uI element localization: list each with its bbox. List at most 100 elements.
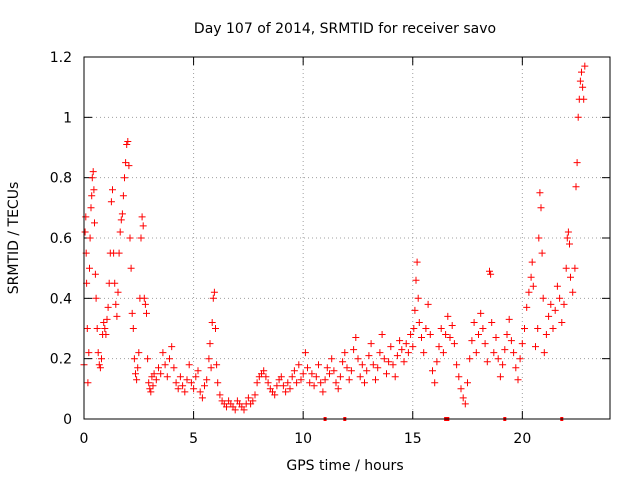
data-point: [312, 373, 320, 381]
data-point: [486, 267, 493, 275]
data-point: [352, 334, 360, 341]
data-point: [369, 361, 377, 369]
data-point: [205, 355, 213, 363]
data-point: [146, 385, 154, 393]
data-point: [426, 331, 434, 338]
data-point: [551, 306, 559, 314]
data-point: [166, 355, 173, 363]
data-point: [83, 325, 91, 332]
data-point: [523, 303, 531, 311]
data-point: [122, 159, 130, 167]
data-point: [301, 349, 309, 357]
data-point: [378, 331, 386, 338]
x-tick-label: 15: [404, 431, 422, 447]
data-point: [101, 325, 109, 332]
data-point: [574, 113, 582, 121]
data-point: [433, 358, 441, 366]
data-point: [147, 388, 155, 396]
data-point: [389, 361, 397, 369]
data-point: [240, 406, 248, 414]
data-point: [457, 385, 465, 393]
data-point: [479, 325, 487, 332]
data-point: [88, 174, 96, 182]
data-point: [282, 388, 290, 396]
data-point: [174, 385, 182, 393]
data-point: [323, 364, 331, 372]
data-point: [144, 355, 152, 363]
data-point: [437, 325, 445, 332]
data-point: [396, 337, 404, 345]
data-point: [363, 367, 371, 375]
data-point: [532, 343, 539, 351]
data-point: [161, 361, 169, 369]
data-point: [472, 349, 480, 357]
data-point: [262, 373, 270, 381]
data-point: [141, 300, 149, 308]
data-point: [510, 349, 518, 357]
data-point: [82, 213, 90, 221]
data-point: [111, 279, 119, 287]
data-point: [468, 337, 476, 345]
data-point: [264, 379, 272, 387]
data-point: [138, 213, 146, 221]
x-tick-label: 20: [513, 431, 531, 447]
data-point: [387, 343, 395, 351]
x-tick-label: 10: [294, 431, 312, 447]
data-point: [404, 349, 412, 357]
data-point: [185, 361, 193, 369]
data-point: [183, 376, 191, 384]
data-point: [385, 358, 393, 366]
y-tick-label: 1: [63, 110, 72, 126]
data-point: [365, 352, 373, 360]
data-point: [339, 358, 347, 366]
data-point: [123, 141, 131, 148]
data-point: [415, 319, 423, 326]
x-tick-label: 0: [80, 431, 89, 447]
data-point: [455, 373, 463, 381]
data-point: [442, 331, 450, 338]
data-point: [89, 168, 97, 176]
data-point: [536, 189, 544, 197]
data-point: [580, 95, 588, 103]
data-point: [319, 388, 327, 396]
data-point: [529, 282, 537, 290]
data-point: [470, 319, 478, 326]
data-point: [535, 234, 543, 242]
data-point: [203, 376, 211, 384]
data-point: [334, 385, 342, 393]
data-point: [117, 216, 125, 224]
data-point: [132, 370, 139, 378]
data-point: [139, 222, 147, 230]
data-point: [129, 325, 137, 332]
data-point: [501, 346, 509, 354]
data-point: [525, 288, 533, 296]
data-point: [279, 382, 287, 390]
data-point: [572, 183, 580, 191]
data-point: [420, 349, 428, 357]
data-point: [424, 300, 432, 308]
data-point: [273, 382, 281, 390]
data-point: [573, 159, 581, 167]
data-point: [380, 355, 388, 363]
data-point: [372, 376, 379, 384]
data-point: [284, 379, 292, 387]
data-point: [118, 210, 126, 218]
y-tick-label: 0.4: [50, 291, 72, 307]
data-point: [446, 334, 454, 341]
data-point: [383, 370, 390, 378]
data-point: [290, 367, 298, 375]
data-point: [95, 361, 103, 369]
data-point: [538, 249, 546, 257]
data-point: [271, 391, 279, 399]
y-tick-label: 1.2: [50, 50, 72, 66]
data-point: [107, 198, 115, 206]
data-point: [558, 319, 566, 326]
data-point: [231, 406, 239, 414]
data-point: [481, 340, 489, 348]
data-point: [244, 394, 252, 402]
data-point: [109, 186, 116, 194]
data-point: [135, 349, 143, 357]
data-point: [562, 264, 570, 272]
data-point: [251, 391, 259, 399]
data-point: [102, 331, 110, 338]
